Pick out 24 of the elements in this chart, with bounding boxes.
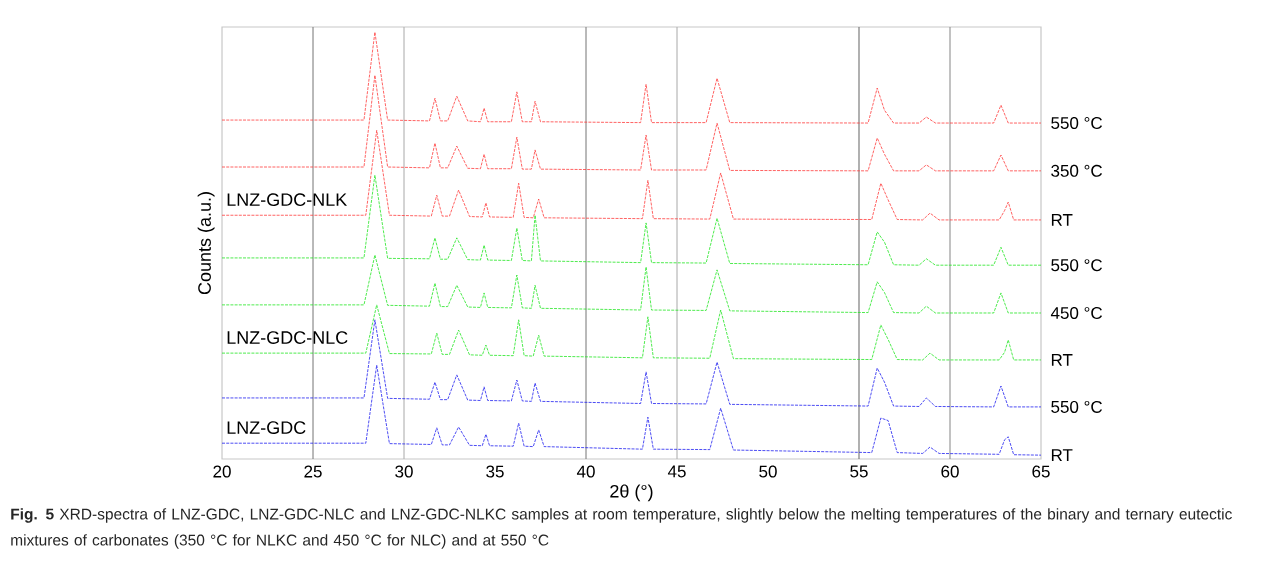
- annotation: LNZ-GDC-NLC: [227, 331, 348, 344]
- x-tick-label: 55: [850, 465, 868, 478]
- x-tick-label: 50: [759, 465, 777, 478]
- text: Fig. 5 XRD-spectra of LNZ-GDC, LNZ-GDC-NLC and LNZ-GDC-NLKC samples at room temperature, slightly below the melting temperatures of the binary and ternary eutectic mixtures of carbonates (350 °C for NLKC and 450 °C for NLC) and at 550 °C: [11, 508, 1232, 549]
- series-label: 550 °C: [1051, 259, 1103, 272]
- series-label: 450 °C: [1050, 306, 1103, 320]
- y-axis-title: Counts (a.u.): [197, 192, 215, 295]
- annotation: LNZ-GDC-NLK: [227, 193, 348, 207]
- x-tick-label: 65: [1032, 465, 1050, 478]
- series-label: RT: [1051, 214, 1073, 226]
- x-tick-label: 30: [395, 465, 413, 478]
- x-tick-label: 35: [486, 465, 504, 478]
- series-label: RT: [1051, 449, 1073, 461]
- x-tick-label: 40: [576, 465, 595, 478]
- series-label: 550 °C: [1051, 117, 1103, 130]
- x-tick-label: 25: [304, 465, 322, 478]
- series-label: 550 °C: [1051, 400, 1103, 413]
- x-tick-label: 20: [213, 465, 231, 478]
- annotation: LNZ-GDC: [227, 421, 306, 434]
- series-label: RT: [1051, 354, 1073, 366]
- x-axis-title: 2θ (°): [610, 484, 653, 502]
- series-label: 350 °C: [1051, 164, 1103, 177]
- x-tick-label: 45: [667, 465, 686, 478]
- x-tick-label: 60: [941, 465, 959, 478]
